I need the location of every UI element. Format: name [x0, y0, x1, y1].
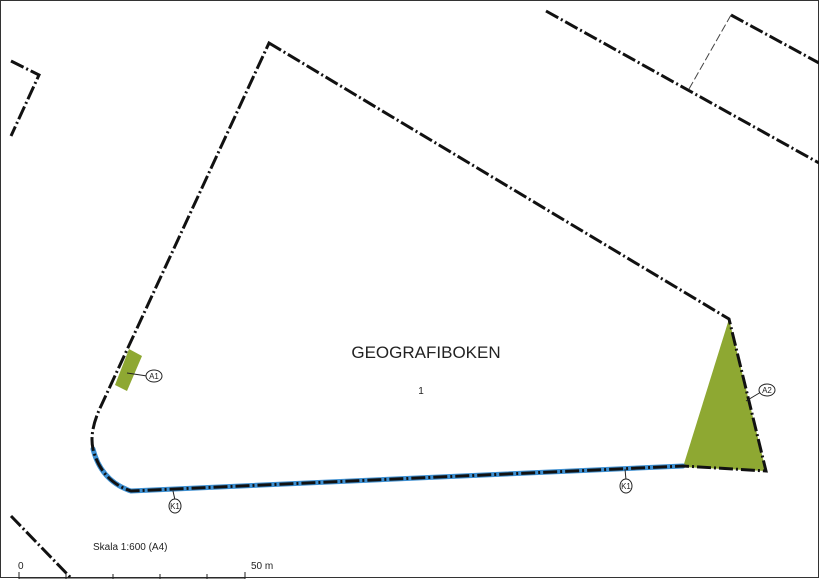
neighbour-boundary-left — [9, 59, 41, 137]
neighbour-boundary-bottom-left — [9, 514, 73, 579]
marker-k1-right[interactable]: K1 — [619, 478, 633, 494]
property-number: 1 — [418, 386, 424, 397]
marker-a1-label: A1 — [149, 372, 159, 381]
area-a1 — [115, 349, 142, 391]
marker-k1-left[interactable]: K1 — [168, 498, 182, 514]
marker-k1-right-label: K1 — [621, 482, 631, 491]
k1-left-leader — [172, 490, 176, 501]
marker-a2-label: A2 — [762, 386, 772, 395]
scale-end: 50 m — [251, 561, 273, 572]
a2-leader — [745, 391, 762, 402]
marker-a2[interactable]: A2 — [758, 383, 776, 397]
property-name: GEOGRAFIBOKEN — [351, 343, 500, 362]
k1-right-leader — [624, 468, 627, 481]
area-a2 — [683, 319, 766, 471]
marker-a1[interactable]: A1 — [145, 369, 163, 383]
neighbour-boundary-thin — [688, 14, 732, 90]
scale-bar: Skala 1:600 (A4) 0 50 m — [18, 542, 273, 579]
marker-k1-left-label: K1 — [170, 502, 180, 511]
neighbour-boundary-top — [545, 9, 819, 165]
neighbour-boundary-topright — [730, 13, 819, 65]
a1-leader — [126, 372, 148, 377]
scale-start: 0 — [18, 561, 24, 572]
scale-caption: Skala 1:600 (A4) — [93, 542, 168, 553]
property-boundary — [90, 40, 768, 493]
